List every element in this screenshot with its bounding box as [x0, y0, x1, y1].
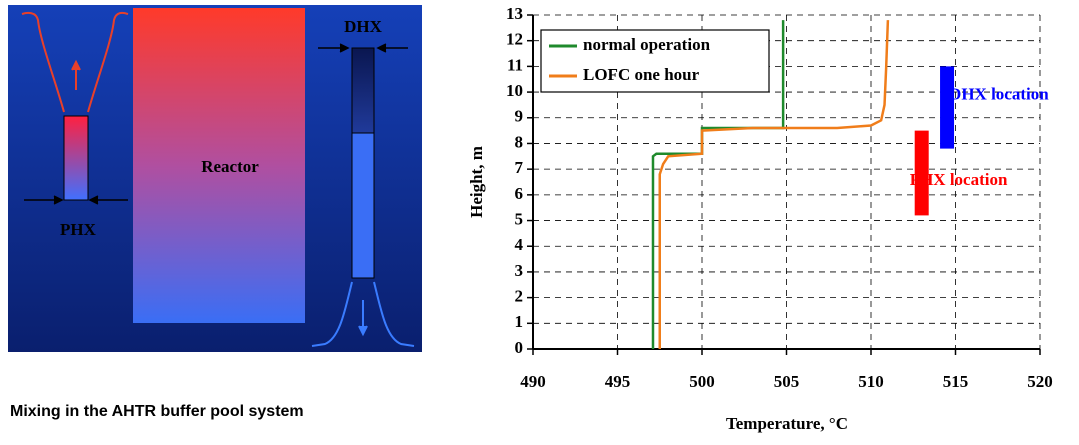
legend-label: LOFC one hour [583, 65, 700, 84]
x-tick-label: 520 [1027, 372, 1053, 391]
x-tick-label: 515 [943, 372, 969, 391]
y-tick-label: 0 [515, 338, 524, 357]
phx-tube [63, 115, 89, 201]
dhx-arrows [318, 43, 408, 53]
y-tick-label: 6 [515, 184, 524, 203]
phx-arrows [24, 195, 128, 205]
y-tick-label: 2 [515, 287, 524, 306]
dhx-top [351, 47, 375, 134]
y-tick-label: 12 [506, 30, 523, 49]
annotation-bar [914, 130, 929, 216]
y-axis-title: Height, m [467, 146, 486, 218]
y-tick-label: 13 [506, 4, 523, 23]
reactor [133, 8, 305, 323]
phx-flow [21, 11, 129, 113]
y-tick-label: 8 [515, 132, 524, 151]
y-tick-label: 9 [515, 107, 524, 126]
caption: Mixing in the AHTR buffer pool system [10, 403, 304, 420]
y-tick-label: 4 [515, 235, 524, 254]
x-axis-title: Temperature, °C [726, 414, 848, 433]
series-line [658, 20, 890, 349]
x-tick-label: 495 [605, 372, 631, 391]
y-tick-label: 11 [507, 55, 523, 74]
legend-label: normal operation [583, 35, 711, 54]
dhx-label: DHX [344, 17, 383, 36]
x-tick-label: 510 [858, 372, 884, 391]
diagram: Reactor PHX DHX Mixing in the AHTR buffe… [8, 5, 422, 420]
y-tick-label: 3 [515, 261, 524, 280]
phx-label: PHX [60, 220, 97, 239]
x-tick-label: 500 [689, 372, 715, 391]
y-tick-label: 7 [515, 158, 524, 177]
annotation-label: DHX location [949, 84, 1049, 103]
y-tick-label: 5 [515, 209, 524, 228]
legend-box [540, 29, 770, 93]
dhx-flow [311, 281, 415, 347]
legend: normal operation LOFC one hour [540, 29, 770, 93]
x-tick-label: 490 [520, 372, 546, 391]
x-tick-label: 505 [774, 372, 800, 391]
annotation-label: PHX location [910, 170, 1008, 189]
y-tick-label: 10 [506, 81, 523, 100]
y-tick-label: 1 [515, 312, 524, 331]
chart: Temperature, °C Height, m 490 495 500 505 51… [467, 4, 1053, 433]
reactor-label: Reactor [201, 157, 259, 176]
annotation-bar [940, 66, 955, 149]
